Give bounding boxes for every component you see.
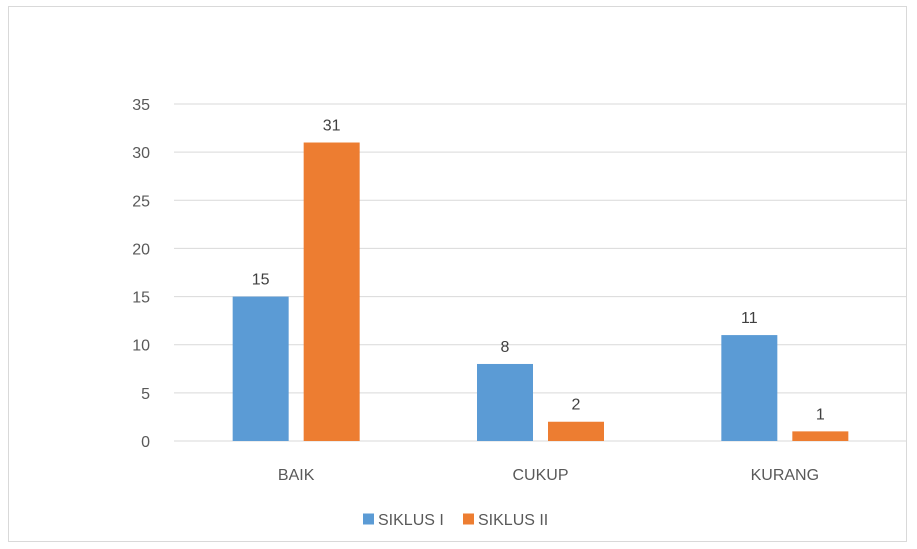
bar-cukup-series-1 [477,363,533,441]
legend-label: SIKLUS I [378,512,444,529]
data-label: 31 [323,118,341,135]
data-label: 8 [501,339,510,356]
legend-swatch [463,513,474,525]
x-axis-tick-labels: BAIK CUKUP KURANG [278,467,819,484]
legend-swatch [363,513,374,525]
y-tick-label: 0 [141,434,150,451]
legend: SIKLUS I SIKLUS II [363,512,548,529]
data-label: 11 [741,310,758,327]
y-tick-label: 25 [132,193,150,210]
y-tick-label: 5 [141,386,150,403]
chart-frame [8,6,907,542]
bar-baik-series-2 [303,142,360,441]
data-label: 1 [816,406,825,423]
bar-baik-series-1 [232,296,289,441]
y-tick-label: 30 [132,145,150,162]
y-axis-tick-labels: 0 5 10 15 20 25 30 35 [132,97,150,451]
bar-kurang-series-2 [792,431,849,441]
bar-kurang-series-1 [721,335,778,441]
y-tick-label: 10 [132,338,150,355]
x-tick-label: KURANG [751,467,819,484]
bar-cukup-series-2 [548,421,604,441]
y-tick-label: 20 [132,241,150,258]
y-tick-label: 15 [132,290,150,307]
x-tick-label: BAIK [278,467,315,484]
data-label: 15 [252,272,270,289]
data-label: 2 [572,397,581,414]
bars [232,142,849,441]
legend-label: SIKLUS II [478,512,548,529]
gridlines [174,103,907,442]
x-tick-label: CUKUP [512,467,568,484]
y-tick-label: 35 [132,97,150,114]
